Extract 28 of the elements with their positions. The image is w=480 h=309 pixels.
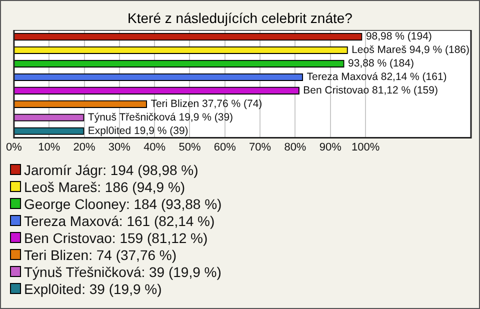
data-label: Týnuš Třešničková 19,9 % (39) <box>88 111 234 124</box>
legend-label: Týnuš Třešničková: 39 (19,9 %) <box>24 264 222 280</box>
chart-title: Které z následujících celebrit znáte? <box>126 10 354 28</box>
x-tick-label: 70% <box>249 141 272 154</box>
data-label: 98,98 % (194) <box>366 30 432 43</box>
x-tick-label: 100% <box>351 141 380 154</box>
data-label: 93,88 % (184) <box>348 58 414 70</box>
x-tick-label: 40% <box>144 141 166 154</box>
x-tick-label: 0% <box>6 141 22 154</box>
legend-label: Jaromír Jágr: 194 (98,98 %) <box>24 162 198 178</box>
x-tick-label: 30% <box>108 141 131 154</box>
x-tick-label: 80% <box>284 141 306 154</box>
x-tick-label: 90% <box>319 141 342 154</box>
legend-label: Leoš Mareš: 186 (94,9 %) <box>24 178 186 194</box>
data-label: Ben Cristovao 81,12 % (159) <box>303 84 438 97</box>
x-tick-label: 10% <box>38 141 60 154</box>
data-label: Expl0ited 19,9 % (39) <box>88 124 188 137</box>
x-tick-label: 60% <box>214 141 236 154</box>
data-label: Tereza Maxová 82,14 % (161) <box>306 71 447 84</box>
x-tick-label: 20% <box>73 141 96 154</box>
legend-label: Teri Blizen: 74 (37,76 %) <box>24 246 177 262</box>
legend-label: George Clooney: 184 (93,88 %) <box>24 196 222 212</box>
legend-label: Tereza Maxová: 161 (82,14 %) <box>24 212 215 228</box>
legend-label: Ben Cristovao: 159 (81,12 %) <box>24 230 208 246</box>
x-tick-label: 50% <box>178 141 201 154</box>
data-label: Leoš Mareš 94,9 % (186) <box>352 44 470 56</box>
legend-label: Expl0ited: 39 (19,9 %) <box>24 280 162 296</box>
data-label: Teri Blizen 37,76 % (74) <box>150 98 262 110</box>
